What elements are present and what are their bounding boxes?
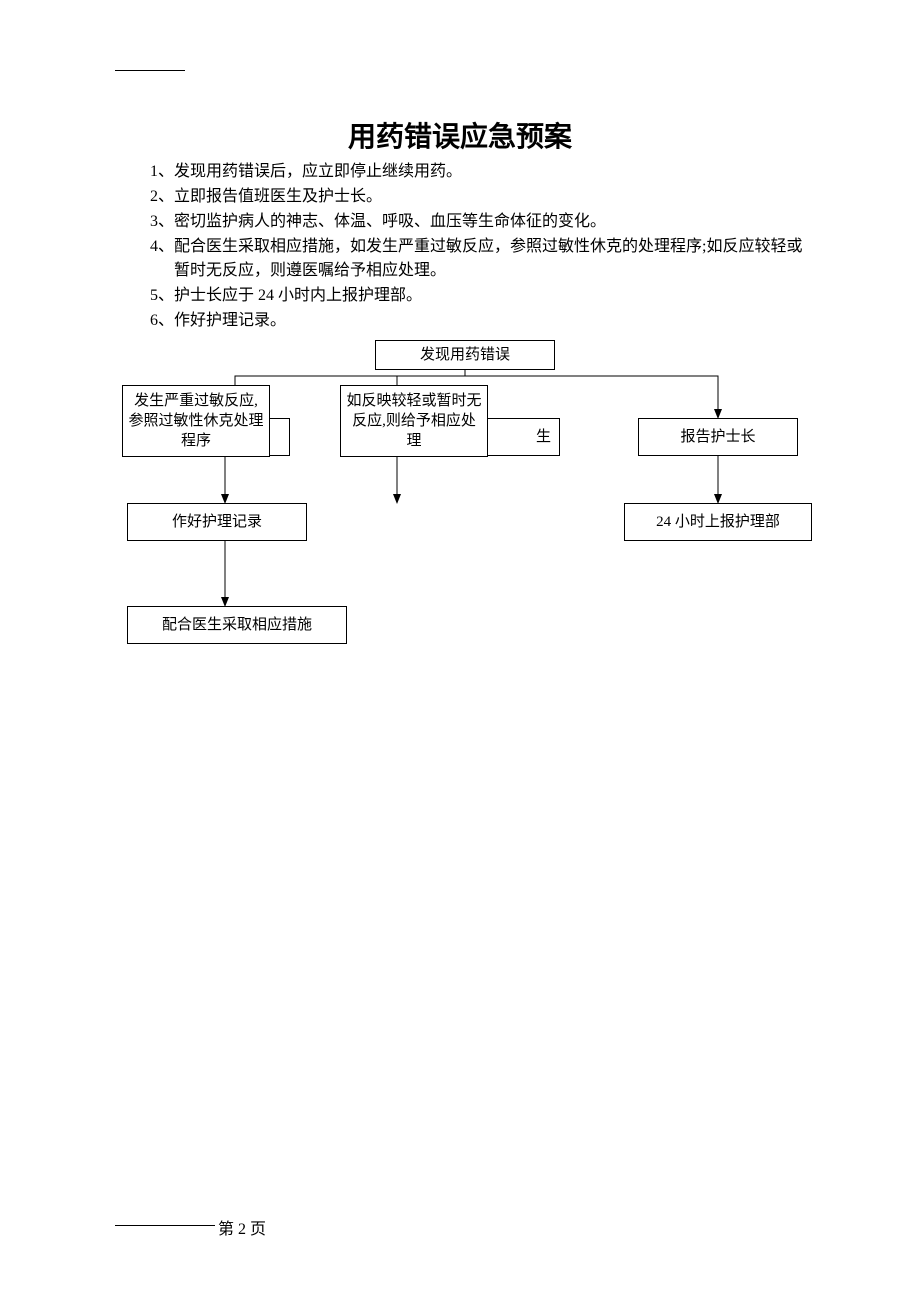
flowchart-node: 作好护理记录 <box>127 503 307 541</box>
footer-decorative-line <box>115 1225 215 1226</box>
flowchart-node: 报告护士长 <box>638 418 798 456</box>
flowchart-node: 发生严重过敏反应,参照过敏性休克处理程序 <box>122 385 270 457</box>
page-number: 第 2 页 <box>218 1215 266 1239</box>
flowchart-container: 发现用药错误发生严重过敏反应,参照过敏性休克处理程序如反映较轻或暂时无反应,则给… <box>0 0 920 700</box>
flowchart-node: 配合医生采取相应措施 <box>127 606 347 644</box>
flowchart-node: 如反映较轻或暂时无反应,则给予相应处理 <box>340 385 488 457</box>
flowchart-node: 发现用药错误 <box>375 340 555 370</box>
flowchart-node: 24 小时上报护理部 <box>624 503 812 541</box>
